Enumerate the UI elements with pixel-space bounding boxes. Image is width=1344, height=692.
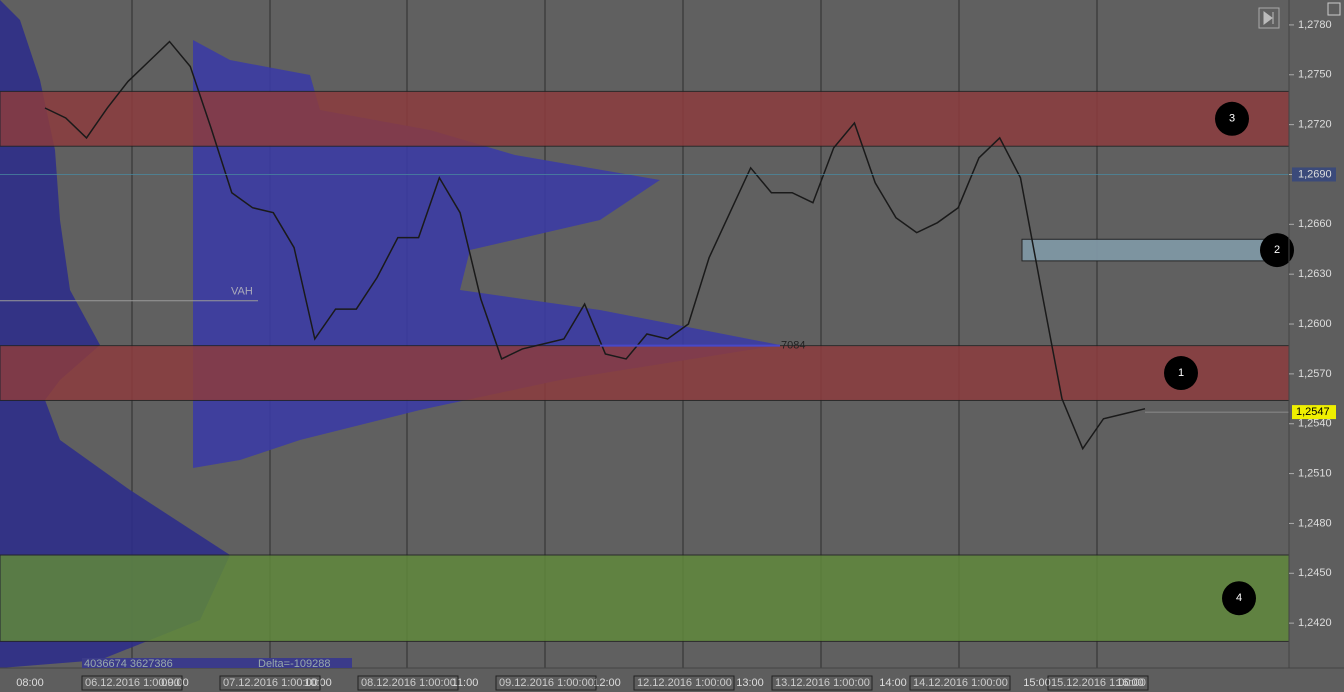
y-tick-label: 1,2750 bbox=[1298, 69, 1332, 81]
zones: 3 2 1 4 bbox=[0, 90, 1294, 642]
date-box bbox=[357, 675, 459, 691]
settings-button[interactable] bbox=[1327, 2, 1341, 16]
volume-text: 4036674 3627386 bbox=[84, 658, 173, 670]
date-label: 12.12.2016 1:00:00 bbox=[637, 677, 732, 689]
zone-badge bbox=[1164, 356, 1198, 391]
date-box bbox=[495, 675, 597, 691]
zone bbox=[0, 90, 1290, 147]
time-label: 12:00 bbox=[593, 677, 621, 689]
delta-text: Delta=-109288 bbox=[258, 658, 330, 670]
y-tick-label: 1,2480 bbox=[1298, 517, 1332, 529]
date-box bbox=[1047, 675, 1149, 691]
last-price-label: 1,2547 bbox=[1296, 406, 1330, 418]
time-label: 13:00 bbox=[736, 677, 764, 689]
vah-label: VAH bbox=[231, 286, 253, 298]
y-tick-label: 1,2510 bbox=[1298, 467, 1332, 479]
price-marks: VAH 7084 bbox=[0, 40, 1289, 451]
y-tick-label: 1,2420 bbox=[1298, 617, 1332, 629]
zone-label: 4 bbox=[1236, 592, 1242, 604]
date-box bbox=[909, 675, 1011, 691]
volume-profile-left bbox=[0, 0, 230, 668]
y-tick-label: 1,2600 bbox=[1298, 318, 1332, 330]
zone bbox=[0, 345, 1290, 401]
zone-badge bbox=[1215, 101, 1249, 136]
y-tick-label: 1,2540 bbox=[1298, 418, 1332, 430]
zone bbox=[1021, 238, 1290, 262]
time-label: 10:00 bbox=[304, 677, 332, 689]
volume-box bbox=[82, 658, 352, 668]
date-box bbox=[771, 675, 873, 691]
price-line bbox=[44, 40, 1146, 451]
last-price-tag bbox=[1292, 405, 1336, 420]
zone-label: 3 bbox=[1229, 113, 1235, 125]
time-label: 15:00 bbox=[1023, 677, 1051, 689]
time-label: 16:00 bbox=[1116, 677, 1144, 689]
y-tick-label: 1,2720 bbox=[1298, 119, 1332, 131]
zone-label: 1 bbox=[1178, 367, 1184, 379]
zone-badge bbox=[1260, 233, 1294, 268]
zone-badge bbox=[1222, 581, 1256, 616]
date-label: 08.12.2016 1:00:00 bbox=[361, 677, 456, 689]
y-tick-label: 1,2660 bbox=[1298, 218, 1332, 230]
date-label: 09.12.2016 1:00:00 bbox=[499, 677, 594, 689]
date-box bbox=[633, 675, 735, 691]
y-tick-label: 1,2570 bbox=[1298, 368, 1332, 380]
date-label: 14.12.2016 1:00:00 bbox=[913, 677, 1008, 689]
poc-label: 7084 bbox=[781, 340, 805, 352]
scroll-icon bbox=[1263, 11, 1274, 25]
scroll-button[interactable] bbox=[1258, 7, 1280, 29]
date-box bbox=[81, 675, 183, 691]
y-tick-label: 1,2780 bbox=[1298, 19, 1332, 31]
marked-price-label: 1,2690 bbox=[1298, 168, 1332, 180]
time-label: 14:00 bbox=[879, 677, 907, 689]
marked-price-tag bbox=[1292, 167, 1336, 182]
date-label: 13.12.2016 1:00:00 bbox=[775, 677, 870, 689]
zone-label: 2 bbox=[1274, 244, 1280, 256]
date-box bbox=[219, 675, 321, 691]
y-tick-label: 1,2450 bbox=[1298, 567, 1332, 579]
time-label: 08:00 bbox=[16, 677, 44, 689]
zone bbox=[0, 554, 1290, 642]
y-tick-label: 1,2630 bbox=[1298, 268, 1332, 280]
date-label: 15.12.2016 1:00:00 bbox=[1051, 677, 1146, 689]
date-label: 07.12.2016 1:00:00 bbox=[223, 677, 318, 689]
date-label: 06.12.2016 1:00:00 bbox=[85, 677, 180, 689]
